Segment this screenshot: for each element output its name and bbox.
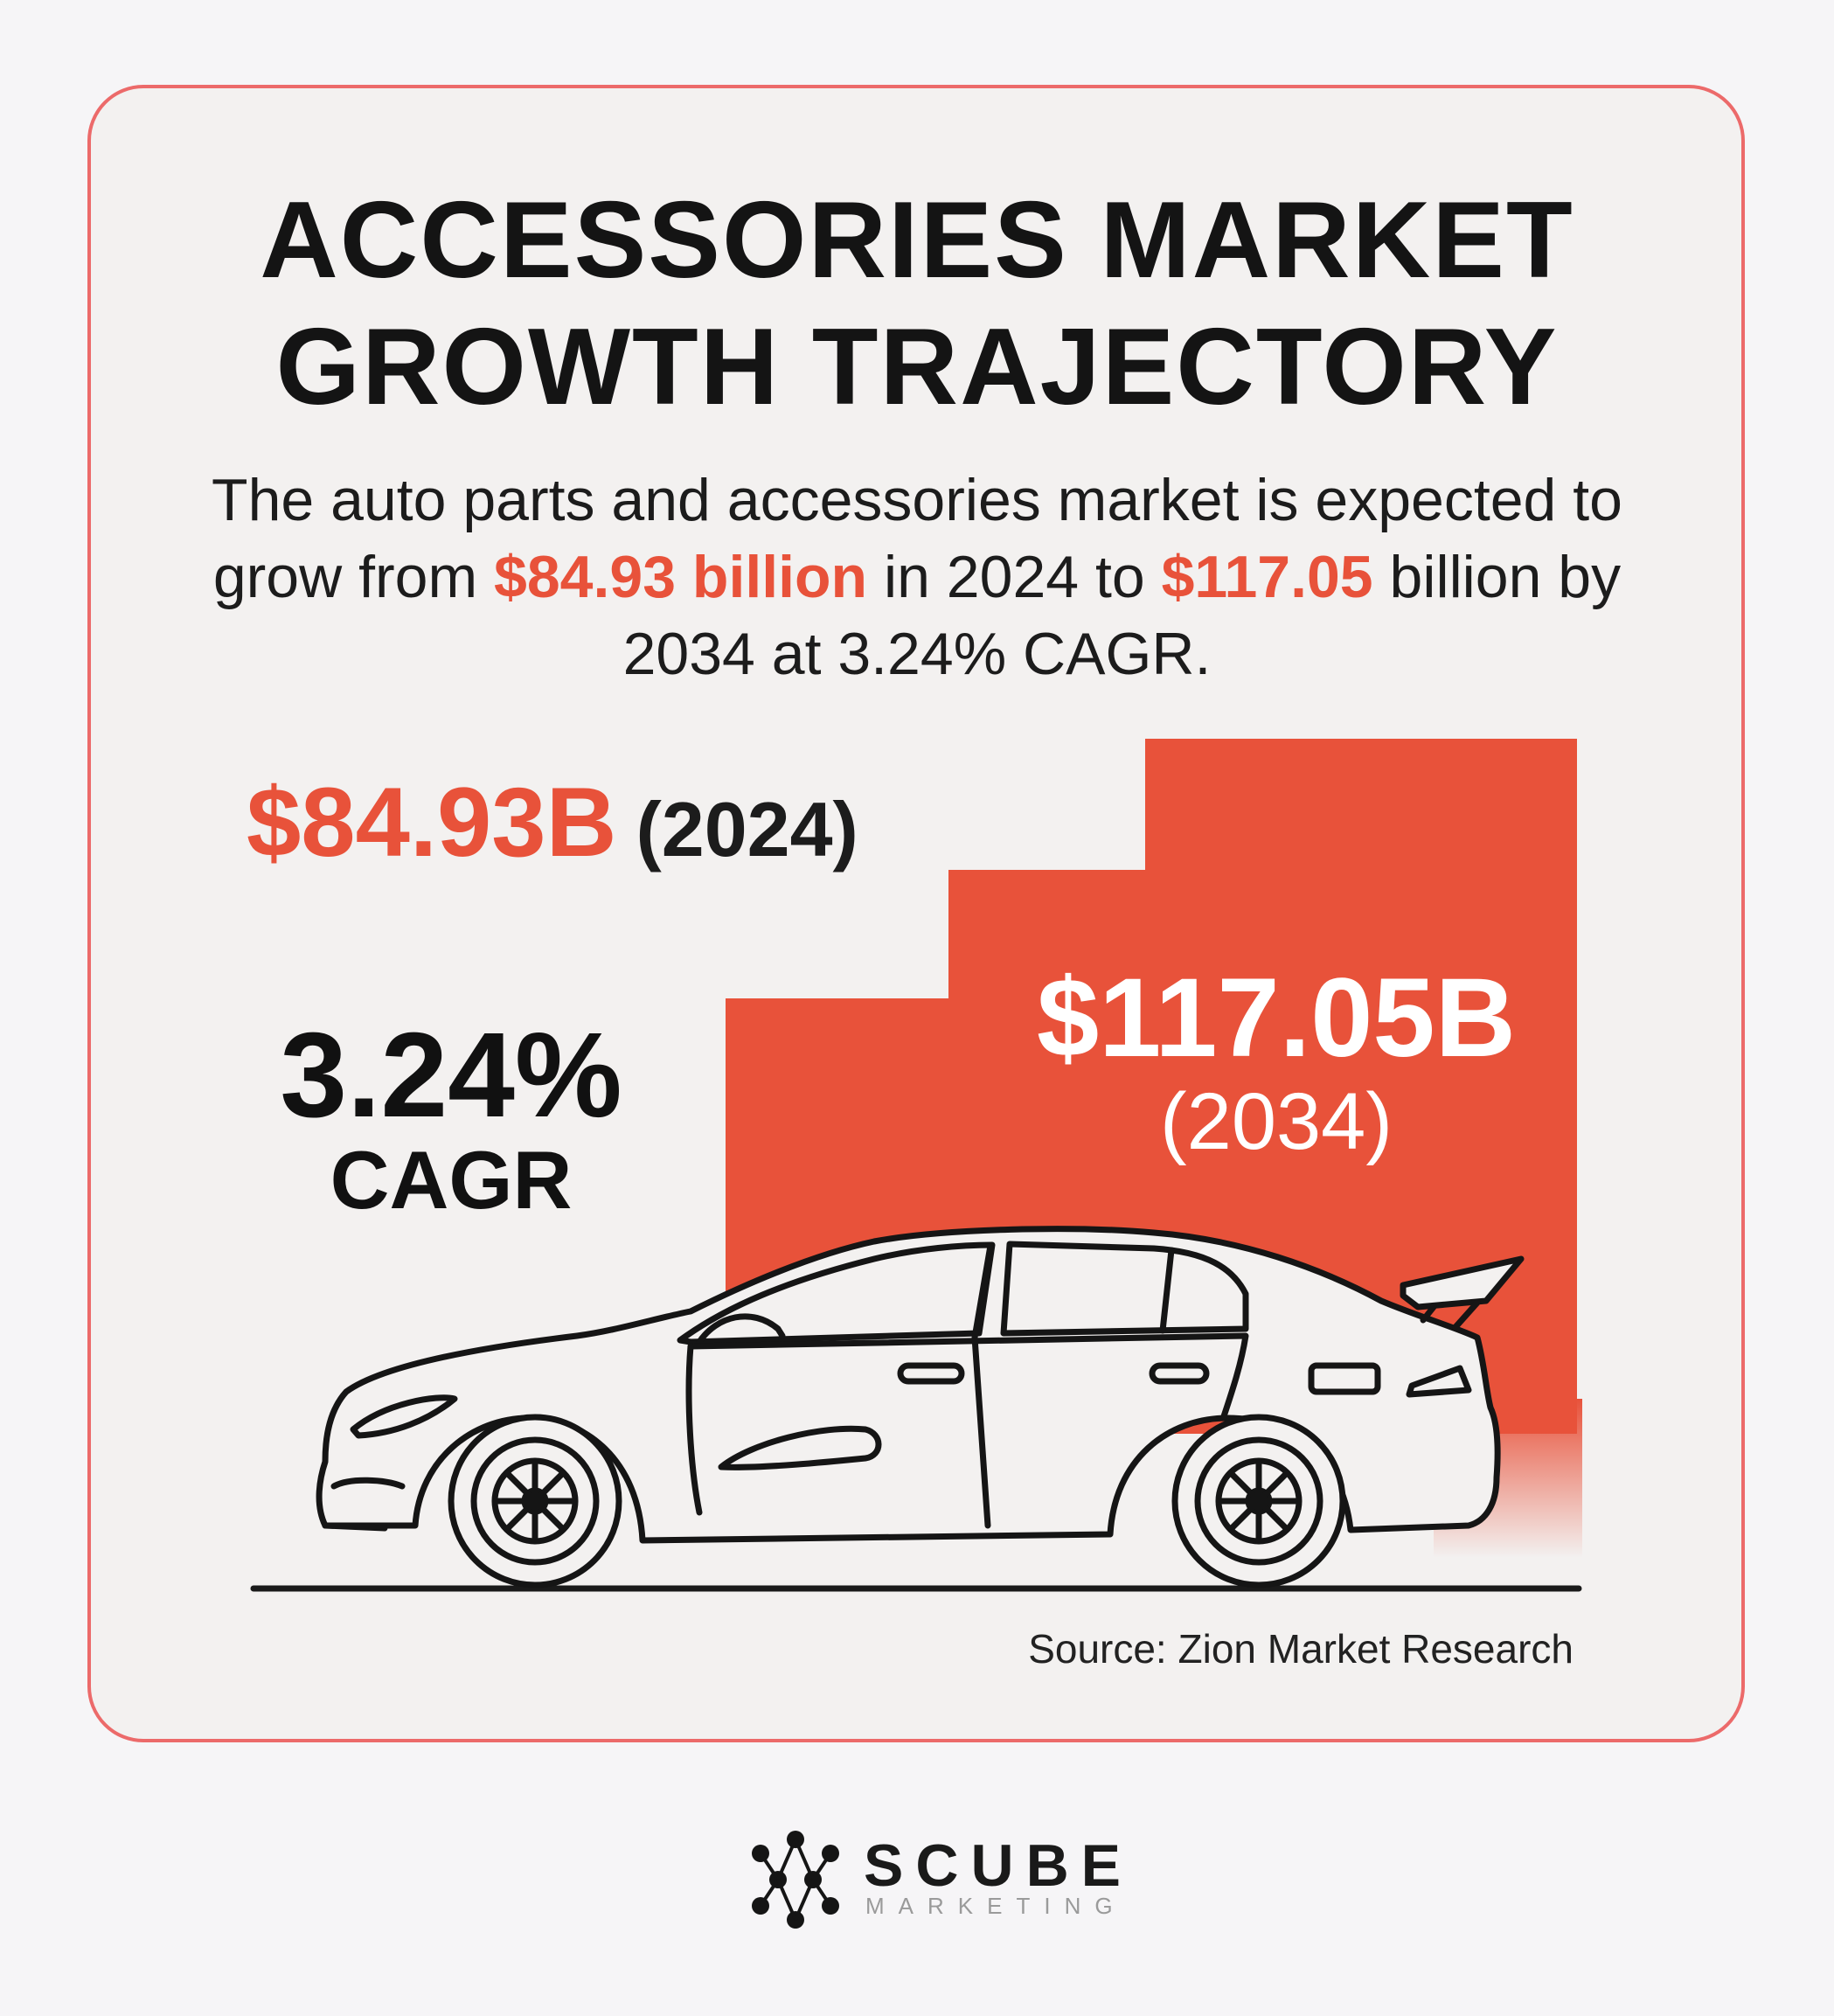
description-text-3: billion by 2034 at 3.24% CAGR. [622,544,1622,687]
cagr-label: CAGR [330,1134,573,1226]
description-highlight-2024: $84.93 billion [494,544,868,610]
start-value-label: $84.93B (2024) [247,766,858,886]
source-note: Source: Zion Market Research [1028,1626,1573,1672]
scube-logo-icon [752,1831,839,1929]
end-year: (2034) [1160,1077,1393,1166]
end-value: $117.05B [1036,956,1517,1081]
title-line-1: ACCESSORIES MARKET [260,180,1574,301]
description-text-2: in 2024 to [867,544,1162,610]
start-value: $84.93B [247,768,617,877]
brand-tagline: MARKETING [865,1893,1127,1919]
brand-name: SCUBE [864,1832,1134,1899]
cagr-value: 3.24% [280,1008,622,1143]
description-text-1: The auto parts and accessories market is… [212,467,1622,610]
car-illustration [316,1226,1525,1588]
description: The auto parts and accessories market is… [140,462,1694,692]
description-highlight-2034: $117.05 [1161,544,1373,610]
start-year: (2024) [636,786,858,872]
title-line-2: GROWTH TRAJECTORY [275,307,1559,428]
